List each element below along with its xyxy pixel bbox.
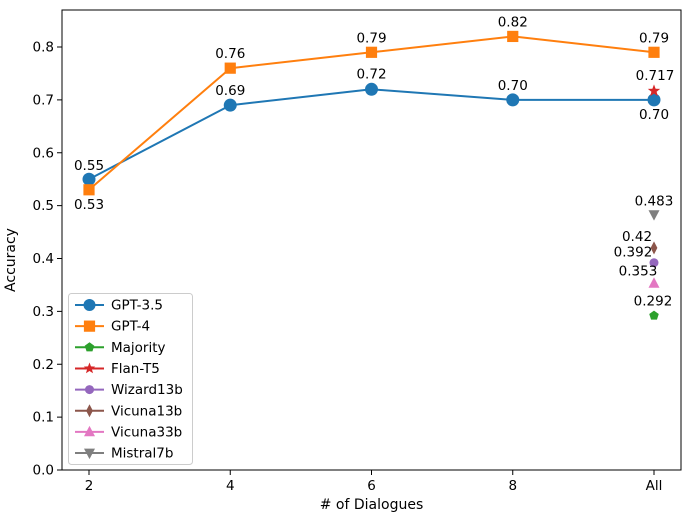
y-tick-label: 0.7: [33, 92, 54, 108]
legend-marker-square-icon: [83, 320, 96, 332]
legend-marker-triangle-up-icon: [84, 425, 95, 437]
legend-marker-star-icon: [83, 362, 96, 374]
legend-box: [68, 293, 193, 465]
plot-area: 0.00.10.20.30.40.50.60.70.82 4 6 8 All0.550.…: [33, 9, 682, 494]
legend-label: Vicuna13b: [111, 403, 182, 419]
legend-item-Mistral7b: Mistral7b: [75, 446, 173, 462]
legend-label: Flan-T5: [111, 361, 160, 377]
value-label: 0.392: [614, 245, 653, 261]
legend-label: Vicuna33b: [111, 424, 182, 440]
y-tick-label: 0.1: [33, 410, 54, 426]
data-point-Vicuna33b: [648, 277, 660, 288]
value-label: 0.55: [74, 158, 104, 174]
legend-marker-circle-icon: [83, 299, 96, 311]
value-label: 0.70: [639, 107, 669, 123]
data-point-Wizard13b: [649, 258, 659, 268]
y-tick-label: 0.5: [33, 198, 54, 214]
value-label: 0.353: [619, 263, 658, 279]
data-point-Vicuna13b: [650, 241, 658, 255]
value-label: 0.70: [498, 78, 528, 94]
legend-label: GPT-4: [111, 319, 150, 335]
legend-item-Vicuna33b: Vicuna33b: [75, 424, 182, 440]
y-tick-label: 0.8: [33, 40, 54, 56]
data-point-GPT-4: [83, 184, 95, 196]
value-label: 0.292: [634, 294, 673, 310]
x-tick-label: 8: [508, 478, 517, 494]
legend-item-Majority: Majority: [75, 340, 166, 356]
data-point-GPT-4: [648, 46, 660, 58]
legend-marker-diamond-icon: [86, 404, 93, 418]
x-axis-label: # of Dialogues: [320, 497, 424, 513]
data-point-Majority: [649, 310, 659, 320]
legend-label: GPT-3.5: [111, 298, 163, 314]
value-label: 0.42: [622, 229, 652, 245]
data-point-GPT-3.5: [647, 93, 661, 107]
legend-item-Vicuna13b: Vicuna13b: [75, 403, 182, 419]
legend-marker-pentagon-icon: [84, 342, 95, 352]
legend-label: Mistral7b: [111, 446, 173, 462]
legend: GPT-3.5 GPT-4 Majority Flan-T5 Wizard13b Vicu…: [68, 293, 193, 465]
y-tick-label: 0.2: [33, 357, 54, 373]
value-label: 0.82: [498, 14, 528, 30]
y-tick-label: 0.3: [33, 304, 54, 320]
value-label: 0.72: [356, 66, 386, 82]
value-label: 0.69: [215, 83, 245, 99]
legend-label: Majority: [111, 340, 166, 356]
legend-marker-triangle-down-icon: [84, 448, 95, 460]
series-line-GPT-3.5: [88, 88, 654, 181]
value-label: 0.483: [635, 194, 674, 210]
x-tick-label: 4: [226, 478, 235, 494]
data-point-GPT-3.5: [365, 82, 378, 96]
data-point-GPT-3.5: [223, 98, 237, 112]
data-point-GPT-4: [365, 46, 378, 58]
value-label: 0.79: [639, 30, 669, 46]
x-tick-label: 2: [85, 478, 94, 494]
data-point-Mistral7b: [648, 210, 660, 221]
legend-item-GPT-3.5: GPT-3.5: [75, 298, 163, 314]
y-axis-label: Accuracy: [3, 228, 19, 292]
value-label: 0.76: [215, 46, 245, 62]
y-tick-label: 0.0: [33, 463, 54, 479]
data-point-GPT-4: [507, 30, 519, 43]
data-point-GPT-3.5: [506, 93, 520, 107]
value-label: 0.53: [74, 197, 104, 213]
y-tick-label: 0.4: [33, 251, 54, 267]
legend-label: Wizard13b: [111, 382, 183, 398]
value-label: 0.79: [356, 30, 386, 46]
legend-item-GPT-4: GPT-4: [75, 319, 150, 335]
series-line-GPT-4: [88, 35, 655, 191]
legend-item-Wizard13b: Wizard13b: [75, 382, 183, 398]
x-tick-label: 6: [367, 478, 376, 494]
x-tick-label: All: [646, 478, 663, 494]
legend-marker-circle-icon: [85, 385, 94, 395]
y-tick-label: 0.6: [33, 145, 54, 161]
data-point-Flan-T5: [647, 84, 661, 97]
data-point-GPT-4: [224, 62, 236, 74]
value-label: 0.717: [636, 68, 675, 84]
legend-item-Flan-T5: Flan-T5: [75, 361, 160, 377]
data-point-GPT-3.5: [82, 172, 96, 186]
